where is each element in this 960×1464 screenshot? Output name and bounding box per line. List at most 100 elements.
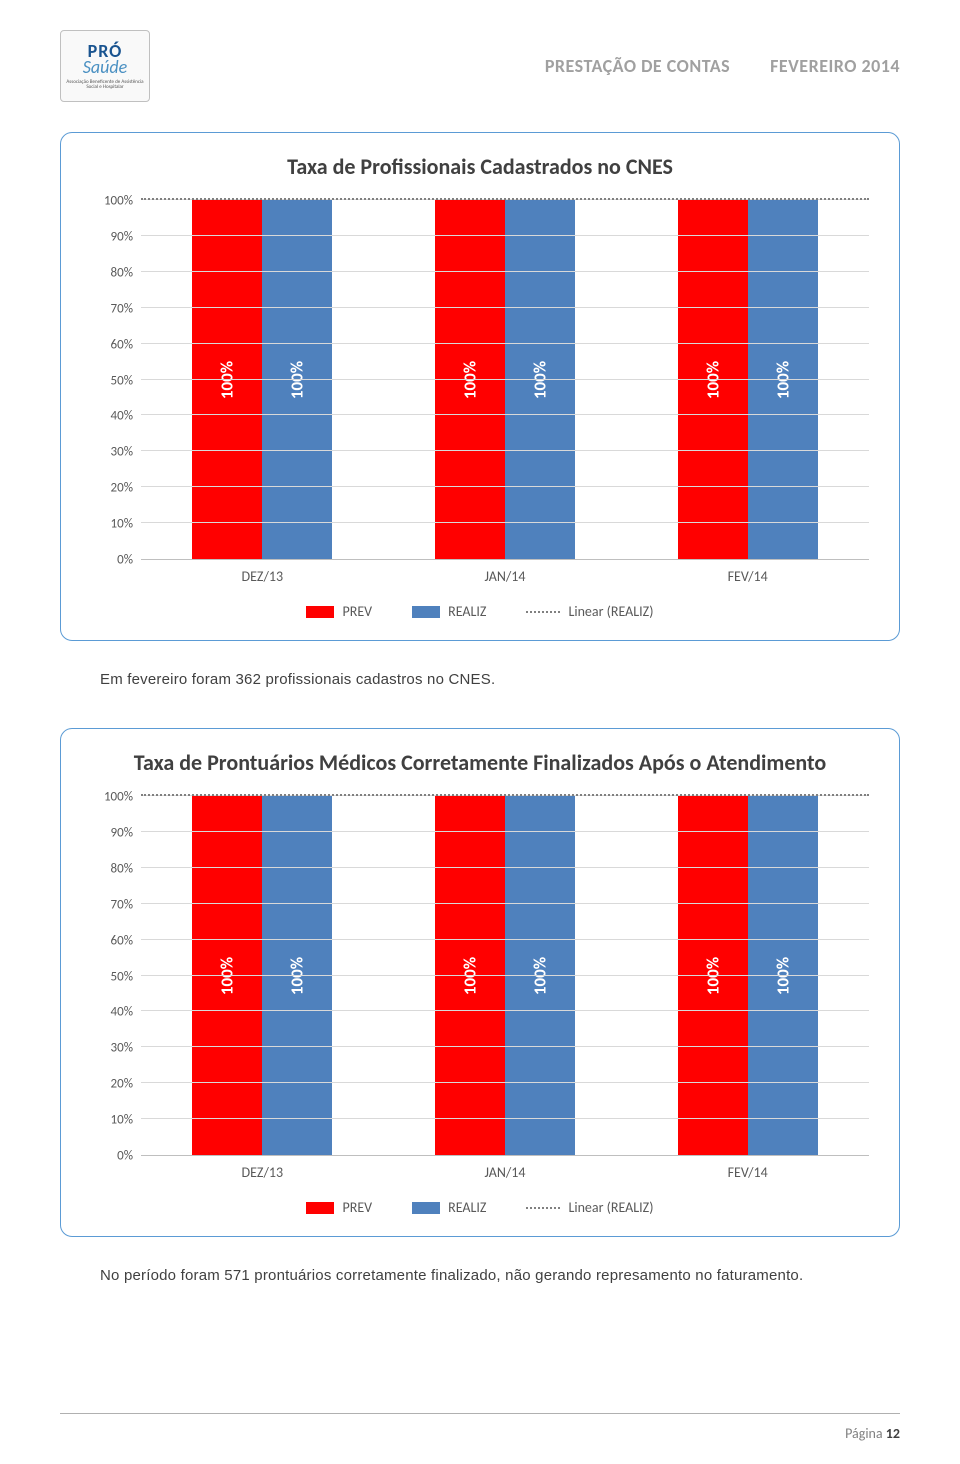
- gridline: [141, 307, 869, 308]
- bar-group: 100% 100%: [192, 796, 332, 1155]
- bar-value-label: 100%: [702, 941, 723, 1011]
- y-tick: 100%: [104, 790, 133, 805]
- chart1-x-labels: DEZ/13 JAN/14 FEV/14: [141, 568, 869, 585]
- bar-realiz: 100%: [505, 200, 575, 559]
- y-tick: 40%: [111, 409, 133, 424]
- legend-prev-label: PREV: [342, 603, 372, 620]
- legend-prev-label: PREV: [342, 1199, 372, 1216]
- gridline: [141, 1046, 869, 1047]
- chart2-bar-groups: 100% 100% 100% 100% 100% 100%: [141, 796, 869, 1155]
- chart2-x-labels: DEZ/13JAN/14FEV/14: [141, 1164, 869, 1181]
- y-tick: 80%: [111, 861, 133, 876]
- bar-prev: 100%: [192, 200, 262, 559]
- chart1-legend: PREV REALIZ Linear (REALIZ): [91, 603, 869, 620]
- swatch-prev-icon: [306, 1202, 334, 1214]
- bar-group: 100% 100%: [435, 200, 575, 559]
- chart-card-1: Taxa de Profissionais Cadastrados no CNE…: [60, 132, 900, 641]
- y-tick: 40%: [111, 1005, 133, 1020]
- swatch-realiz-icon: [412, 1202, 440, 1214]
- y-tick: 70%: [111, 301, 133, 316]
- y-tick: 90%: [111, 825, 133, 840]
- swatch-trend-icon: [526, 1207, 560, 1209]
- y-tick: 0%: [117, 1149, 133, 1164]
- bar-value-label: 100%: [529, 345, 550, 415]
- bar-prev: 100%: [435, 796, 505, 1155]
- x-label: FEV/14: [678, 1164, 818, 1181]
- y-tick: 20%: [111, 481, 133, 496]
- chart1-bar-groups: 100% 100% 100% 100% 100% 100%: [141, 200, 869, 559]
- bar-prev: 100%: [678, 796, 748, 1155]
- x-label: FEV/14: [678, 568, 818, 585]
- bar-prev: 100%: [192, 796, 262, 1155]
- legend-trend-label: Linear (REALIZ): [568, 603, 653, 620]
- gridline: [141, 831, 869, 832]
- gridline: [141, 975, 869, 976]
- trend-line: [141, 198, 869, 200]
- bar-value-label: 100%: [459, 345, 480, 415]
- bar-value-label: 100%: [459, 941, 480, 1011]
- page-label: Página: [845, 1425, 883, 1442]
- gridline: [141, 486, 869, 487]
- y-tick: 100%: [104, 194, 133, 209]
- caption-1: Em fevereiro foram 362 profissionais cad…: [100, 671, 900, 688]
- y-tick: 0%: [117, 553, 133, 568]
- chart2-plot: 100% 100% 100% 100% 100% 100%: [141, 796, 869, 1156]
- gridline: [141, 939, 869, 940]
- caption-2: No período foram 571 prontuários correta…: [100, 1267, 900, 1284]
- gridline: [141, 271, 869, 272]
- gridline: [141, 343, 869, 344]
- gridline: [141, 1010, 869, 1011]
- bar-value-label: 100%: [529, 941, 550, 1011]
- bar-value-label: 100%: [702, 345, 723, 415]
- header-period: FEVEREIRO 2014: [770, 55, 900, 77]
- y-tick: 20%: [111, 1077, 133, 1092]
- legend-realiz-label: REALIZ: [448, 603, 486, 620]
- page-header: PRÓ Saúde Associação Beneficente de Assi…: [60, 30, 900, 102]
- bar-realiz: 100%: [748, 200, 818, 559]
- bar-group: 100% 100%: [192, 200, 332, 559]
- gridline: [141, 450, 869, 451]
- bar-realiz: 100%: [505, 796, 575, 1155]
- bar-value-label: 100%: [772, 345, 793, 415]
- chart1-area: 0%10%20%30%40%50%60%70%80%90%100% 100%10…: [91, 200, 869, 560]
- bar-realiz: 100%: [748, 796, 818, 1155]
- swatch-realiz-icon: [412, 606, 440, 618]
- header-text: PRESTAÇÃO DE CONTAS FEVEREIRO 2014: [545, 55, 900, 77]
- chart2-area: 0%10%20%30%40%50%60%70%80%90%100% 100%10…: [91, 796, 869, 1156]
- x-label: DEZ/13: [192, 568, 332, 585]
- bar-value-label: 100%: [217, 345, 238, 415]
- gridline: [141, 867, 869, 868]
- legend-realiz: REALIZ: [412, 603, 486, 620]
- page-number: Página 12: [845, 1425, 900, 1442]
- bar-value-label: 100%: [287, 941, 308, 1011]
- logo-text-sub: Associação Beneficente de Assistência So…: [61, 80, 149, 91]
- bar-group: 100% 100%: [678, 796, 818, 1155]
- y-tick: 50%: [111, 969, 133, 984]
- x-label: JAN/14: [435, 568, 575, 585]
- y-tick: 90%: [111, 229, 133, 244]
- gridline: [141, 1118, 869, 1119]
- bar-realiz: 100%: [262, 796, 332, 1155]
- chart-card-2: Taxa de Prontuários Médicos Corretamente…: [60, 728, 900, 1237]
- page-num-value: 12: [886, 1425, 900, 1442]
- legend-prev: PREV: [306, 603, 372, 620]
- legend-realiz: REALIZ: [412, 1199, 486, 1216]
- chart2-title: Taxa de Prontuários Médicos Corretamente…: [91, 749, 869, 776]
- gridline: [141, 1082, 869, 1083]
- bar-value-label: 100%: [772, 941, 793, 1011]
- y-tick: 60%: [111, 337, 133, 352]
- bar-realiz: 100%: [262, 200, 332, 559]
- chart1-title: Taxa de Profissionais Cadastrados no CNE…: [91, 153, 869, 180]
- y-tick: 50%: [111, 373, 133, 388]
- bar-value-label: 100%: [287, 345, 308, 415]
- y-tick: 10%: [111, 517, 133, 532]
- chart2-legend: PREV REALIZ Linear (REALIZ): [91, 1199, 869, 1216]
- footer-line: [60, 1413, 900, 1414]
- swatch-prev-icon: [306, 606, 334, 618]
- legend-prev: PREV: [306, 1199, 372, 1216]
- chart1-plot: 100% 100% 100% 100% 100% 100%: [141, 200, 869, 560]
- y-tick: 30%: [111, 445, 133, 460]
- y-tick: 60%: [111, 933, 133, 948]
- trend-line: [141, 794, 869, 796]
- chart2-y-axis: 0%10%20%30%40%50%60%70%80%90%100%: [91, 796, 141, 1156]
